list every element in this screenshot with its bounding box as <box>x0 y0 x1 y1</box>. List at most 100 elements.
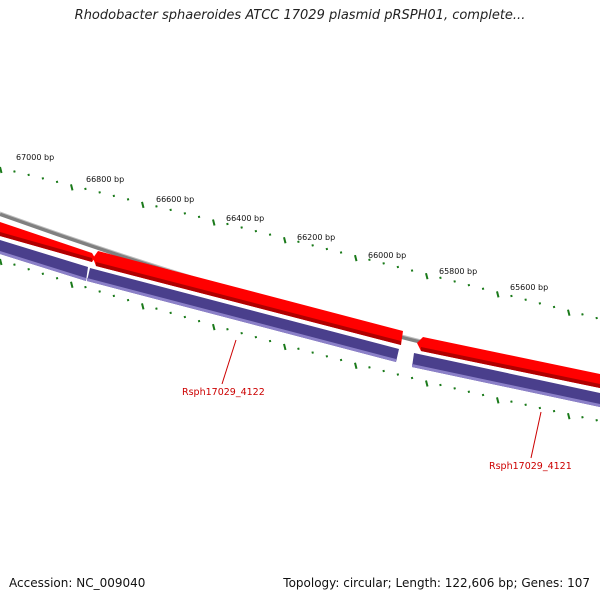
ruler-major-tick <box>0 258 3 266</box>
genome-stats-text: Topology: circular; Length: 122,606 bp; … <box>283 576 590 590</box>
ruler-minor-tick <box>27 267 30 271</box>
ruler-minor-tick <box>27 173 30 177</box>
ruler-tick-label: 66000 bp <box>368 251 406 260</box>
ruler-minor-tick <box>169 208 172 212</box>
gene-feature[interactable] <box>0 240 88 281</box>
ruler-minor-tick <box>467 390 471 393</box>
ruler-major-tick <box>567 309 571 316</box>
gene-feature-edge <box>412 364 600 407</box>
ruler-minor-tick <box>155 307 158 310</box>
gene-feature[interactable] <box>412 353 600 407</box>
ruler-minor-tick <box>524 298 527 301</box>
ruler-minor-tick <box>84 285 87 289</box>
cds-feature-shade <box>0 232 92 262</box>
ruler-tick-label: 66200 bp <box>297 233 335 242</box>
ruler-minor-tick <box>126 298 130 302</box>
ruler-minor-tick <box>325 247 329 251</box>
cds-feature[interactable] <box>0 222 95 262</box>
ruler-minor-tick <box>538 406 542 410</box>
ruler-minor-tick <box>382 262 385 265</box>
ruler-major-tick <box>70 281 74 288</box>
ruler-major-tick <box>496 397 500 404</box>
ruler-minor-tick <box>538 302 542 305</box>
outer-ruler <box>0 166 598 320</box>
ruler-minor-tick <box>410 269 414 272</box>
ruler-minor-tick <box>254 229 258 233</box>
ruler-major-tick <box>425 380 429 387</box>
ruler-minor-tick <box>254 335 258 339</box>
ruler-minor-tick <box>240 331 243 335</box>
ruler-major-tick <box>70 184 74 191</box>
ruler-minor-tick <box>595 419 598 422</box>
gene-track <box>0 240 600 407</box>
ruler-minor-tick <box>297 347 300 351</box>
ruler-minor-tick <box>339 251 343 254</box>
ruler-minor-tick <box>112 294 116 298</box>
ruler-minor-tick <box>439 276 442 280</box>
ruler-minor-tick <box>467 283 471 287</box>
ruler-minor-tick <box>55 180 59 184</box>
ruler-minor-tick <box>368 366 371 369</box>
ruler-major-tick <box>354 254 358 262</box>
ruler-minor-tick <box>382 369 385 373</box>
ruler-minor-tick <box>98 290 101 293</box>
ruler-major-tick <box>0 166 3 174</box>
ruler-minor-tick <box>98 191 101 194</box>
ruler-minor-tick <box>339 358 343 362</box>
gene-label-leader <box>530 411 542 459</box>
ruler-major-tick <box>141 303 145 310</box>
ruler-major-tick <box>354 362 358 369</box>
cds-track <box>0 222 600 388</box>
inner-ruler <box>0 258 598 422</box>
gene-feature-edge <box>87 278 396 362</box>
ruler-minor-tick <box>226 327 229 331</box>
ruler-tick-label: 66400 bp <box>226 214 264 223</box>
ruler-minor-tick <box>453 280 456 283</box>
ruler-minor-tick <box>297 240 300 244</box>
ruler-minor-tick <box>197 215 201 219</box>
ruler-tick-label: 67000 bp <box>16 153 54 162</box>
ruler-minor-tick <box>453 387 456 390</box>
ruler-minor-tick <box>197 319 201 323</box>
ruler-minor-tick <box>510 294 513 298</box>
ruler-minor-tick <box>183 315 187 319</box>
ruler-minor-tick <box>240 226 243 229</box>
ruler-minor-tick <box>13 170 16 173</box>
gene-feature-edge <box>0 251 86 281</box>
ruler-minor-tick <box>552 305 556 309</box>
ruler-minor-tick <box>311 244 314 247</box>
gene-label[interactable]: Rsph17029_4122 <box>182 387 265 398</box>
ruler-minor-tick <box>126 198 130 201</box>
ruler-tick-label: 65600 bp <box>510 283 548 292</box>
ruler-minor-tick <box>581 415 584 419</box>
ruler-major-tick <box>425 272 429 280</box>
ruler-minor-tick <box>396 265 400 269</box>
ruler-minor-tick <box>581 313 584 316</box>
ruler-minor-tick <box>41 272 45 275</box>
ruler-minor-tick <box>55 276 59 280</box>
cds-feature-shade <box>96 262 401 345</box>
ruler-minor-tick <box>552 409 556 413</box>
ruler-tick-label: 65800 bp <box>439 267 477 276</box>
ruler-minor-tick <box>169 311 172 315</box>
ruler-major-tick <box>496 291 500 298</box>
gene-label-leader <box>221 339 237 385</box>
ruler-major-tick <box>141 201 145 209</box>
ruler-minor-tick <box>13 263 16 266</box>
ruler-major-tick <box>283 343 287 351</box>
ruler-minor-tick <box>84 187 87 191</box>
ruler-minor-tick <box>268 339 272 343</box>
ruler-minor-tick <box>183 212 187 215</box>
ruler-minor-tick <box>311 351 314 354</box>
cds-feature-shade <box>421 347 600 388</box>
ruler-minor-tick <box>325 355 329 358</box>
ruler-minor-tick <box>524 403 527 407</box>
ruler-minor-tick <box>41 177 45 180</box>
gene-label[interactable]: Rsph17029_4121 <box>489 461 572 472</box>
gene-feature[interactable] <box>87 268 399 362</box>
ruler-tick-label: 66800 bp <box>86 175 124 184</box>
ruler-minor-tick <box>112 194 116 198</box>
ruler-minor-tick <box>268 233 272 236</box>
ruler-minor-tick <box>410 376 414 380</box>
